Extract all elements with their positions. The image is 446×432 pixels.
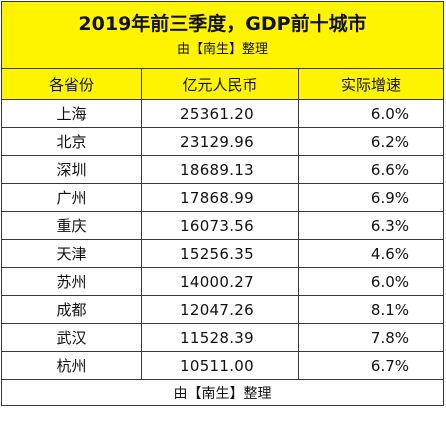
city-name: 杭州: [1, 351, 142, 380]
gdp-value: 10511.00: [141, 351, 299, 380]
growth-value: 4.6%: [297, 239, 445, 268]
gdp-value: 11528.39: [141, 323, 299, 352]
growth-value: 8.1%: [297, 295, 445, 324]
growth-value: 6.3%: [297, 211, 445, 240]
growth-value: 6.7%: [297, 351, 445, 380]
growth-value: 6.2%: [297, 127, 445, 156]
table-row: 苏州 14000.27 6.0%: [1, 267, 445, 296]
title-cell: 2019年前三季度，GDP前十城市 由【南生】整理: [0, 1, 445, 69]
table-row: 成都 12047.26 8.1%: [1, 295, 445, 324]
gdp-table: 2019年前三季度，GDP前十城市 由【南生】整理 各省份 亿元人民币 实际增速…: [0, 1, 445, 406]
city-name: 北京: [1, 127, 142, 156]
header-growth: 实际增速: [297, 68, 445, 100]
table-row: 重庆 16073.56 6.3%: [1, 211, 445, 240]
title-row: 2019年前三季度，GDP前十城市 由【南生】整理: [0, 1, 445, 69]
header-province: 各省份: [1, 68, 142, 100]
gdp-value: 17868.99: [141, 183, 299, 212]
growth-value: 7.8%: [297, 323, 445, 352]
table-row: 北京 23129.96 6.2%: [1, 127, 445, 156]
gdp-value: 18689.13: [141, 155, 299, 184]
city-name: 苏州: [1, 267, 142, 296]
header-row: 各省份 亿元人民币 实际增速: [1, 68, 445, 100]
city-name: 天津: [1, 239, 142, 268]
city-name: 深圳: [1, 155, 142, 184]
table-footer: 由【南生】整理: [0, 379, 445, 406]
gdp-value: 25361.20: [141, 99, 299, 128]
table-title: 2019年前三季度，GDP前十城市: [78, 13, 367, 35]
table-row: 广州 17868.99 6.9%: [1, 183, 445, 212]
gdp-value: 15256.35: [141, 239, 299, 268]
table-row: 上海 25361.20 6.0%: [1, 99, 445, 128]
table-row: 武汉 11528.39 7.8%: [1, 323, 445, 352]
footer-row: 由【南生】整理: [0, 379, 445, 406]
gdp-value: 12047.26: [141, 295, 299, 324]
city-name: 武汉: [1, 323, 142, 352]
growth-value: 6.0%: [297, 99, 445, 128]
table-row: 杭州 10511.00 6.7%: [1, 351, 445, 380]
growth-value: 6.9%: [297, 183, 445, 212]
gdp-value: 14000.27: [141, 267, 299, 296]
header-gdp: 亿元人民币: [141, 68, 299, 100]
city-name: 上海: [1, 99, 142, 128]
growth-value: 6.0%: [297, 267, 445, 296]
table-subtitle: 由【南生】整理: [177, 42, 269, 57]
growth-value: 6.6%: [297, 155, 445, 184]
gdp-value: 16073.56: [141, 211, 299, 240]
table-row: 天津 15256.35 4.6%: [1, 239, 445, 268]
city-name: 广州: [1, 183, 142, 212]
city-name: 成都: [1, 295, 142, 324]
gdp-value: 23129.96: [141, 127, 299, 156]
table-row: 深圳 18689.13 6.6%: [1, 155, 445, 184]
city-name: 重庆: [1, 211, 142, 240]
